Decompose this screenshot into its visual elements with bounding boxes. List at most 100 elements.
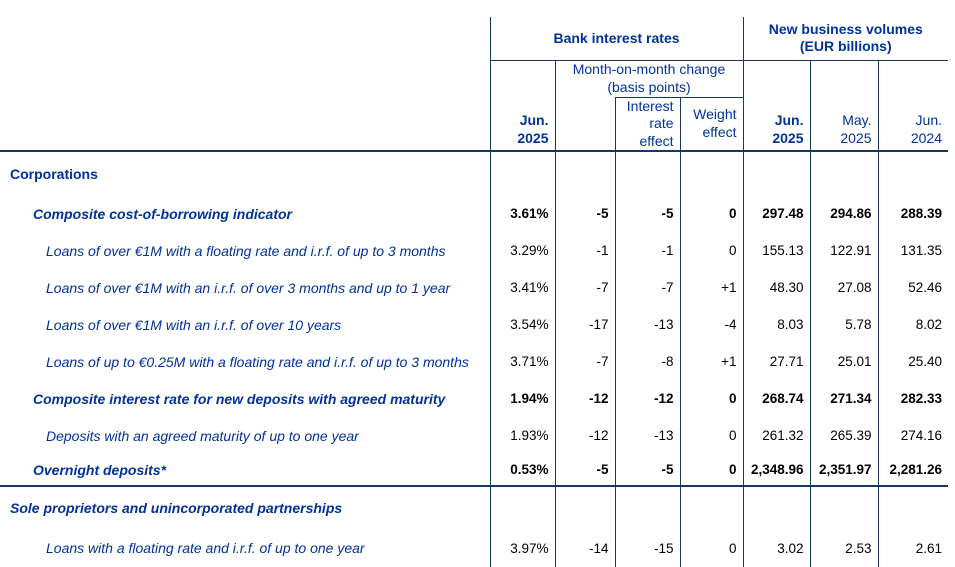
table-row: Composite cost-of-borrowing indicator 3.… (0, 195, 949, 232)
mom-change-value: -5 (554, 195, 615, 232)
header-volume-jun-2025: Jun. 2025 (742, 60, 810, 152)
volume-may-2025-value: 2,351.97 (809, 454, 878, 487)
mom-change-value: -5 (554, 454, 615, 487)
volume-jun-2024-value: 8.02 (877, 306, 949, 343)
weight-effect-value: 0 (679, 380, 743, 417)
weight-effect-value: 0 (679, 417, 743, 454)
volume-jun-2024-value (877, 151, 949, 195)
row-label: Sole proprietors and unincorporated part… (0, 486, 491, 529)
volume-jun-2025-value: 48.30 (742, 269, 810, 306)
interest-rate-effect-value: -12 (614, 380, 680, 417)
volume-jun-2024-value: 2.61 (877, 529, 949, 567)
rate-jun-2025-value: 3.41% (489, 269, 555, 306)
table-body: Corporations Composite cost-of-borrowing… (0, 151, 949, 567)
mom-change-value: -12 (554, 417, 615, 454)
volume-may-2025-value: 2.53 (809, 529, 878, 567)
rate-jun-2025-value: 3.29% (489, 232, 555, 269)
row-label: Loans of over €1M with an i.r.f. of over… (0, 306, 491, 343)
rate-jun-2025-value: 3.71% (489, 343, 555, 380)
table-header: Bank interest rates New business volumes… (0, 17, 949, 152)
bank-interest-rates-table: Bank interest rates New business volumes… (0, 17, 949, 567)
volume-may-2025-value: 27.08 (809, 269, 878, 306)
header-rate-jun-2025: Jun. 2025 (489, 60, 556, 152)
volume-jun-2025-value: 3.02 (742, 529, 810, 567)
table-row: Loans of over €1M with an i.r.f. of over… (0, 306, 949, 343)
table-row: Loans of up to €0.25M with a floating ra… (0, 343, 949, 380)
interest-rate-effect-value: -13 (614, 306, 680, 343)
table-row: Deposits with an agreed maturity of up t… (0, 417, 949, 454)
interest-rate-effect-value: -5 (614, 195, 680, 232)
table-row: Corporations (0, 151, 949, 195)
table-row: Composite interest rate for new deposits… (0, 380, 949, 417)
rate-jun-2025-value: 0.53% (489, 454, 555, 487)
volume-jun-2025-value (742, 486, 810, 529)
weight-effect-value: 0 (679, 232, 743, 269)
volume-may-2025-value (809, 151, 878, 195)
mom-change-value: -7 (554, 343, 615, 380)
volume-jun-2024-value (877, 486, 949, 529)
row-label: Loans with a floating rate and i.r.f. of… (0, 529, 491, 567)
row-label: Composite cost-of-borrowing indicator (0, 195, 491, 232)
volume-may-2025-value: 122.91 (809, 232, 878, 269)
row-label: Composite interest rate for new deposits… (0, 380, 491, 417)
rate-jun-2025-value: 3.61% (489, 195, 555, 232)
table-row: Loans with a floating rate and i.r.f. of… (0, 529, 949, 567)
volume-jun-2024-value: 25.40 (877, 343, 949, 380)
table-row: Overnight deposits* 0.53% -5 -5 0 2,348.… (0, 454, 949, 487)
rate-jun-2025-value (489, 151, 555, 195)
weight-effect-value: +1 (679, 343, 743, 380)
weight-effect-value: 0 (679, 454, 743, 487)
interest-rate-effect-value (614, 151, 680, 195)
volume-jun-2025-value: 268.74 (742, 380, 810, 417)
volume-jun-2025-value: 27.71 (742, 343, 810, 380)
volume-jun-2024-value: 274.16 (877, 417, 949, 454)
volume-jun-2025-value: 155.13 (742, 232, 810, 269)
volume-jun-2025-value: 261.32 (742, 417, 810, 454)
volume-jun-2024-value: 2,281.26 (877, 454, 949, 487)
effect-header-row: Interest rate effect Weight effect (0, 96, 948, 152)
row-label: Deposits with an agreed maturity of up t… (0, 417, 491, 454)
row-label: Overnight deposits* (0, 454, 491, 487)
header-mom-total-spacer (555, 97, 615, 152)
mom-change-value: -17 (554, 306, 615, 343)
weight-effect-value: +1 (679, 269, 743, 306)
interest-rate-effect-value: -7 (614, 269, 680, 306)
volume-may-2025-value: 265.39 (809, 417, 878, 454)
volume-jun-2024-value: 282.33 (877, 380, 949, 417)
weight-effect-value (679, 151, 743, 195)
mom-change-value: -14 (554, 529, 615, 567)
volume-jun-2025-value (742, 151, 810, 195)
header-label-spacer (0, 17, 490, 152)
header-volume-may-2025: May. 2025 (809, 60, 878, 152)
weight-effect-value: 0 (679, 529, 743, 567)
interest-rate-effect-value: -8 (614, 343, 680, 380)
table-row: Loans of over €1M with an i.r.f. of over… (0, 269, 949, 306)
mom-change-value: -12 (554, 380, 615, 417)
volume-jun-2024-value: 288.39 (877, 195, 949, 232)
table-row: Sole proprietors and unincorporated part… (0, 486, 949, 529)
weight-effect-value (679, 486, 743, 529)
row-label: Loans of over €1M with a floating rate a… (0, 232, 491, 269)
weight-effect-value: -4 (679, 306, 743, 343)
interest-rate-effect-value (614, 486, 680, 529)
header-volume-jun-2024: Jun. 2024 (877, 60, 949, 152)
mom-change-value (554, 486, 615, 529)
mom-change-value: -7 (554, 269, 615, 306)
interest-rate-effect-value: -15 (614, 529, 680, 567)
volume-may-2025-value: 271.34 (809, 380, 878, 417)
volume-may-2025-value (809, 486, 878, 529)
sub-header-row: Jun. 2025 Month-on-month change (basis p… (0, 60, 949, 152)
weight-effect-value: 0 (679, 195, 743, 232)
row-label: Loans of over €1M with an i.r.f. of over… (0, 269, 491, 306)
interest-rate-effect-value: -13 (614, 417, 680, 454)
header-interest-rate-effect: Interest rate effect (614, 96, 680, 152)
mom-change-value (554, 151, 615, 195)
header-month-on-month-change: Month-on-month change (basis points) (555, 60, 744, 97)
volume-may-2025-value: 25.01 (809, 343, 878, 380)
header-new-business-volumes: New business volumes (EUR billions) (743, 17, 949, 61)
rate-jun-2025-value: 3.54% (489, 306, 555, 343)
rate-jun-2025-value: 3.97% (489, 529, 555, 567)
header-weight-effect: Weight effect (679, 96, 744, 152)
volume-jun-2025-value: 2,348.96 (742, 454, 810, 487)
row-label: Corporations (0, 151, 491, 195)
